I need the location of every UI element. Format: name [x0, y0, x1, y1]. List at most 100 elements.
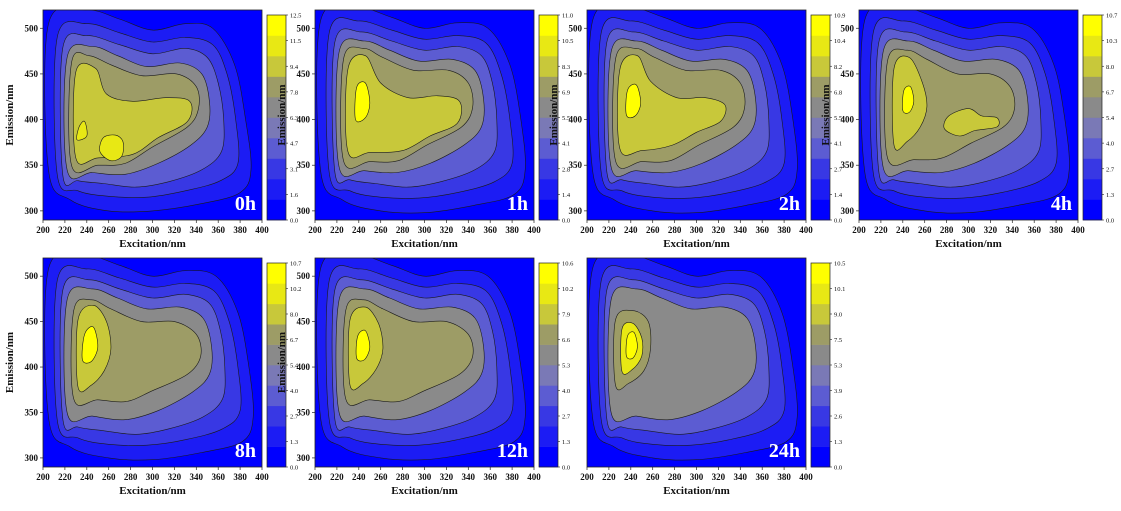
x-tick-label: 260: [646, 225, 660, 235]
x-tick-label: 200: [580, 472, 594, 482]
colorbar-tick-label: 10.7: [290, 261, 302, 268]
colorbar-swatch: [267, 446, 286, 468]
colorbar-swatch: [811, 405, 830, 427]
x-tick-label: 240: [624, 225, 638, 235]
x-axis-title: Excitation/nm: [663, 485, 730, 497]
colorbar-swatch: [811, 35, 830, 57]
colorbar-swatch: [1083, 35, 1102, 57]
contour-level-11.5: [76, 120, 88, 141]
x-tick-label: 380: [233, 472, 247, 482]
colorbar-swatch: [811, 138, 830, 159]
colorbar-swatch: [267, 76, 286, 98]
x-tick-label: 200: [308, 472, 322, 482]
x-tick-label: 380: [233, 225, 247, 235]
colorbar-swatch: [811, 199, 830, 221]
colorbar-tick-label: 10.5: [834, 261, 845, 268]
time-point-label: 8h: [235, 440, 256, 462]
x-tick-label: 240: [896, 225, 910, 235]
x-axis-title: Excitation/nm: [391, 238, 458, 250]
y-tick-label: 300: [297, 206, 311, 216]
colorbar-tick-label: 1.4: [834, 192, 843, 199]
colorbar-tick-label: 5.5: [834, 115, 842, 122]
time-point-label: 12h: [497, 440, 528, 462]
y-tick-label: 300: [25, 206, 39, 216]
y-tick-label: 350: [25, 407, 39, 417]
contour-level-10.5: [354, 81, 371, 123]
y-axis-title: Emission/nm: [4, 332, 16, 393]
colorbar-swatch: [811, 446, 830, 468]
y-tick-label: 450: [841, 69, 855, 79]
x-tick-label: 300: [962, 225, 976, 235]
x-tick-label: 340: [462, 472, 476, 482]
colorbar-tick-label: 3.9: [834, 388, 842, 395]
x-tick-label: 320: [712, 225, 726, 235]
y-tick-label: 400: [25, 362, 39, 372]
x-tick-label: 240: [352, 225, 366, 235]
colorbar-tick-label: 4.0: [290, 388, 298, 395]
y-tick-label: 350: [841, 160, 855, 170]
colorbar-tick-label: 8.0: [290, 312, 298, 319]
colorbar-swatch: [811, 365, 830, 386]
colorbar-swatch: [811, 385, 830, 407]
colorbar-tick-label: 5.5: [562, 115, 570, 122]
colorbar-tick-label: 7.8: [290, 89, 298, 96]
colorbar-swatch: [1083, 179, 1102, 200]
y-tick-label: 450: [569, 69, 583, 79]
colorbar-tick-label: 6.3: [290, 115, 298, 122]
colorbar-swatch: [539, 283, 558, 305]
colorbar-swatch: [539, 199, 558, 221]
colorbar-swatch: [267, 15, 286, 36]
y-tick-label: 400: [569, 115, 583, 125]
colorbar-tick-label: 2.6: [834, 414, 843, 421]
colorbar-swatch: [811, 426, 830, 447]
colorbar-tick-label: 6.9: [562, 89, 570, 96]
colorbar-swatch: [811, 263, 830, 284]
y-axis-title: Emission/nm: [276, 84, 288, 145]
colorbar-tick-label: 2.7: [562, 414, 571, 421]
colorbar-swatch: [539, 324, 558, 345]
x-tick-label: 280: [124, 225, 138, 235]
colorbar-swatch: [811, 117, 830, 139]
colorbar-swatch: [539, 446, 558, 468]
colorbar-swatch: [1083, 97, 1102, 118]
colorbar-swatch: [811, 283, 830, 305]
colorbar-tick-label: 0.0: [562, 218, 570, 225]
x-tick-label: 300: [146, 472, 160, 482]
y-axis-title: Emission/nm: [548, 84, 560, 145]
colorbar-swatch: [811, 76, 830, 98]
y-tick-label: 350: [25, 160, 39, 170]
x-tick-label: 260: [374, 472, 388, 482]
contour-level-10.4: [625, 83, 642, 119]
x-tick-label: 340: [734, 472, 748, 482]
x-tick-label: 220: [602, 472, 616, 482]
colorbar-swatch: [811, 344, 830, 366]
x-tick-label: 220: [330, 225, 344, 235]
x-tick-label: 260: [918, 225, 932, 235]
time-point-label: 4h: [1051, 193, 1072, 215]
colorbar-tick-label: 5.4: [290, 363, 299, 370]
colorbar-tick-label: 1.3: [834, 439, 842, 446]
x-tick-label: 400: [527, 225, 541, 235]
y-tick-label: 500: [25, 271, 39, 281]
y-axis-title: Emission/nm: [4, 84, 16, 145]
x-tick-label: 320: [168, 472, 182, 482]
contour-level-8.3: [345, 54, 462, 159]
colorbar-swatch: [267, 179, 286, 200]
x-tick-label: 400: [255, 225, 269, 235]
colorbar-tick-label: 0.0: [290, 218, 298, 225]
x-axis-title: Excitation/nm: [391, 485, 458, 497]
x-tick-label: 380: [777, 225, 791, 235]
colorbar-tick-label: 2.7: [834, 166, 843, 173]
colorbar-tick-label: 10.1: [834, 286, 845, 293]
x-tick-label: 340: [190, 225, 204, 235]
colorbar-swatch: [539, 158, 558, 180]
x-tick-label: 220: [330, 472, 344, 482]
colorbar-swatch: [267, 426, 286, 447]
colorbar-swatch: [539, 365, 558, 386]
colorbar-swatch: [811, 158, 830, 180]
colorbar-swatch: [811, 303, 830, 325]
colorbar-swatch: [1083, 15, 1102, 36]
x-tick-label: 380: [777, 472, 791, 482]
y-axis-title: Emission/nm: [820, 84, 832, 145]
